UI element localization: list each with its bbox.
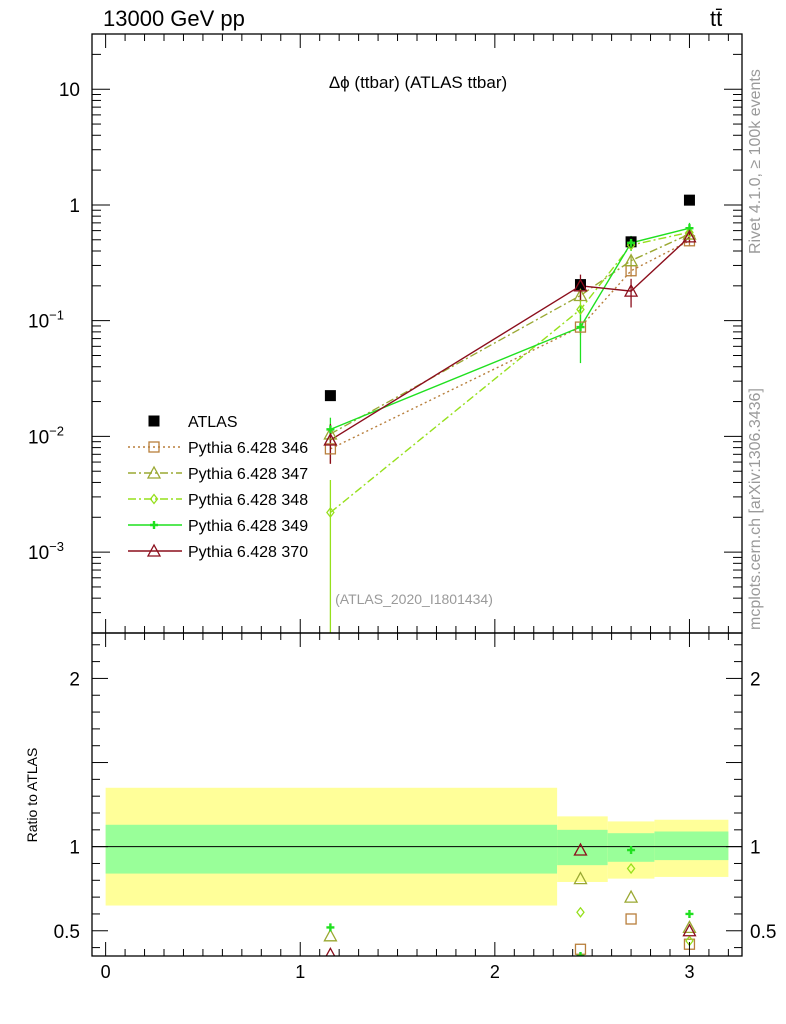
data-point-3-1 (576, 303, 585, 316)
ratio-point-1-3 (682, 920, 697, 934)
data-markers (323, 194, 697, 956)
data-point-4-1 (576, 323, 585, 332)
chart-title: Δϕ (ttbar) (ATLAS ttbar) (329, 73, 507, 92)
legend-marker-2 (146, 465, 162, 479)
analysis-watermark: (ATLAS_2020_I1801434) (335, 591, 493, 607)
ratio-y-label: Ratio to ATLAS (24, 748, 40, 843)
y-tick-label: 10−1 (28, 308, 64, 333)
ratio-y-tick-label-right: 0.5 (750, 922, 776, 943)
ratio-point-0-2 (625, 913, 637, 925)
legend-marker-3 (149, 493, 159, 505)
ratio-point-1-0 (323, 928, 338, 942)
ratio-band-inner-3 (654, 831, 729, 861)
ratio-point-2-1 (576, 906, 585, 918)
x-tick-label: 1 (295, 962, 305, 982)
energy-label: 13000 GeV pp (103, 6, 245, 31)
process-label: tt̄ (710, 6, 723, 31)
legend-marker-1 (148, 441, 160, 453)
data-point-1-0 (324, 443, 337, 455)
series-line-3 (329, 231, 690, 514)
ratio-band-inner-0 (105, 824, 558, 874)
y-tick-label: 10−3 (28, 539, 64, 564)
legend-marker-5 (146, 543, 162, 557)
data-point-2-1 (573, 288, 588, 302)
x-tick-label: 2 (490, 962, 500, 982)
y-tick-label: 10 (59, 80, 80, 101)
legend-label-1: Pythia 6.428 346 (188, 440, 308, 457)
legend-label-0: ATLAS (188, 414, 238, 431)
ratio-y-tick-label: 2 (69, 669, 80, 690)
data-point-5-2 (623, 283, 639, 297)
y-tick-label: 1 (69, 196, 80, 217)
legend-label-2: Pythia 6.428 347 (188, 466, 308, 483)
legend-label-4: Pythia 6.428 349 (188, 518, 308, 535)
data-point-5-3 (682, 229, 697, 243)
y-tick-label: 10−2 (28, 423, 64, 448)
ratio-point-3-0 (326, 923, 335, 932)
ratio-point-4-3 (682, 923, 697, 937)
data-point-2-2 (623, 253, 639, 267)
data-point-0-0 (324, 390, 336, 402)
axes: 0 1 2 3 10−3 10−2 10−1 1 10 0.5 0.5 1 1 2 2 (28, 33, 776, 982)
data-point-5-0 (323, 432, 338, 446)
ratio-point-3-2 (627, 846, 636, 855)
legend-marker-4 (150, 521, 158, 529)
data-point-2-0 (323, 426, 338, 440)
ratio-point-1-1 (573, 871, 588, 885)
ratio-point-1-2 (623, 889, 639, 903)
data-point-1-1 (574, 321, 587, 333)
data-point-3-0 (326, 506, 335, 519)
legend-marker-0 (148, 415, 160, 427)
ratio-y-tick-label-right: 2 (750, 669, 761, 690)
x-tick-label: 3 (684, 962, 694, 982)
series-line-1 (330, 240, 690, 450)
series-line-2 (330, 233, 690, 435)
ratio-y-tick-label-right: 1 (750, 838, 761, 859)
ratio-point-3-1 (576, 952, 585, 956)
data-point-5-1 (573, 278, 588, 292)
series-line-4 (330, 227, 690, 431)
uncertainty-bands (92, 787, 742, 906)
series-line-5 (330, 236, 690, 441)
ratio-line-0 (330, 919, 689, 958)
ratio-point-2-2 (626, 862, 636, 875)
data-point-3-3 (685, 226, 694, 238)
ratio-y-tick-label: 0.5 (54, 922, 80, 943)
data-point-4-2 (627, 238, 636, 247)
ratio-y-tick-label: 1 (69, 838, 80, 859)
data-point-0-3 (683, 194, 695, 206)
data-point-4-0 (326, 425, 335, 434)
x-tick-label: 0 (101, 962, 111, 982)
ratio-markers (323, 842, 697, 956)
data-point-0-1 (574, 279, 586, 291)
ratio-point-4-0 (325, 946, 336, 956)
ratio-point-3-3 (685, 909, 694, 918)
legend-label-5: Pythia 6.428 370 (188, 544, 308, 561)
ratio-point-4-1 (573, 842, 588, 856)
legend: ATLAS Pythia 6.428 346 Pythia 6.428 347 Pyt… (128, 414, 308, 561)
legend-label-3: Pythia 6.428 348 (188, 492, 308, 509)
